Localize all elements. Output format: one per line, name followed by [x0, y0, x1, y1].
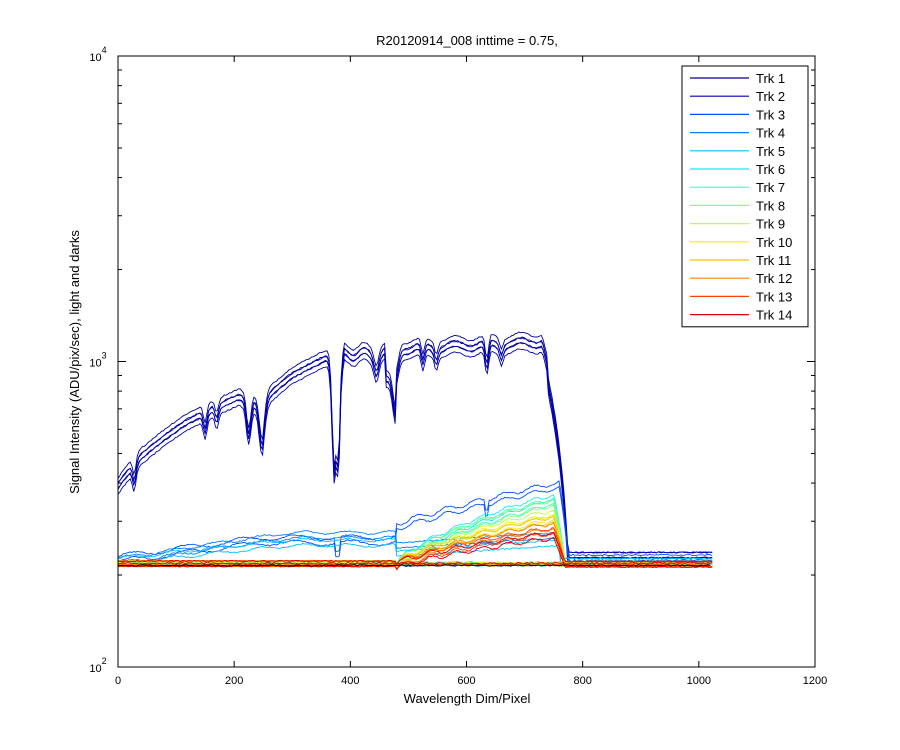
y-tick-label: 104 — [89, 45, 106, 64]
y-tick-label: 103 — [89, 351, 106, 370]
legend-entry: Trk 13 — [756, 289, 792, 304]
series-line — [117, 532, 713, 566]
legend-entry: Trk 11 — [756, 253, 791, 268]
legend-entry: Trk 4 — [756, 126, 785, 141]
legend-entry: Trk 3 — [756, 107, 785, 122]
x-tick-label: 600 — [457, 675, 475, 687]
legend-entry: Trk 14 — [756, 308, 792, 323]
legend-box — [681, 65, 809, 328]
legend-entry: Trk 5 — [756, 144, 785, 159]
ticks-layer: 0 200 400 600 800 1000 1200 102 103 104 — [89, 45, 827, 687]
series-line — [117, 530, 713, 560]
x-axis-label: Wavelength Dim/Pixel — [404, 691, 531, 706]
x-tick-label: 0 — [115, 675, 121, 687]
x-tick-label: 1200 — [803, 675, 827, 687]
chart-title: R20120914_008 inttime = 0.75, — [376, 33, 558, 48]
legend-entry: Trk 12 — [756, 271, 792, 286]
y-tick-label: 102 — [89, 656, 106, 675]
series-layer — [117, 331, 713, 571]
series-line — [117, 337, 713, 554]
legend-entry: Trk 7 — [756, 180, 785, 195]
x-tick-label: 200 — [225, 675, 243, 687]
legend-entry: Trk 1 — [756, 71, 785, 86]
dark-reference-line — [117, 564, 711, 567]
x-tick-label: 400 — [341, 675, 359, 687]
legend-entry: Trk 6 — [756, 162, 785, 177]
legend-entry: Trk 8 — [756, 198, 785, 213]
legend-entry: Trk 10 — [756, 235, 792, 250]
legend-entry: Trk 2 — [756, 89, 785, 104]
dark-line — [118, 561, 711, 565]
x-tick-label: 1000 — [687, 675, 711, 687]
legend: Trk 1 Trk 2 Trk 3 Trk 4 Trk 5 Trk 6 Trk 7 Trk 8… — [681, 65, 809, 328]
x-tick-label: 800 — [573, 675, 591, 687]
series-trk-14 — [117, 532, 713, 570]
legend-entry: Trk 9 — [756, 217, 785, 232]
y-axis-label: Signal Intensity (ADU/pix/sec), light an… — [67, 230, 82, 494]
series-line — [117, 342, 713, 559]
